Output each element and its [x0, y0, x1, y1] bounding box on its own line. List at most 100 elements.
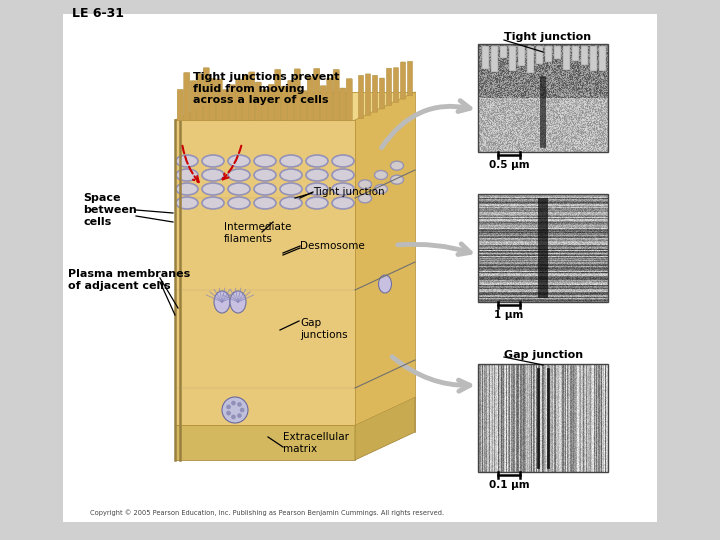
FancyBboxPatch shape [408, 61, 413, 96]
Ellipse shape [359, 180, 372, 189]
FancyBboxPatch shape [288, 80, 294, 121]
FancyBboxPatch shape [197, 74, 203, 121]
Text: 0.1 μm: 0.1 μm [489, 480, 529, 490]
Ellipse shape [306, 197, 328, 209]
Circle shape [231, 415, 235, 420]
Text: Extracellular
matrix: Extracellular matrix [283, 432, 349, 454]
Ellipse shape [254, 197, 276, 209]
FancyBboxPatch shape [63, 14, 657, 522]
Polygon shape [355, 397, 415, 460]
Bar [563, 46, 570, 70]
FancyBboxPatch shape [387, 68, 392, 106]
FancyBboxPatch shape [333, 69, 339, 121]
FancyBboxPatch shape [400, 62, 405, 99]
Text: Intermediate
filaments: Intermediate filaments [224, 222, 292, 244]
Ellipse shape [254, 169, 276, 181]
FancyBboxPatch shape [216, 79, 222, 121]
Circle shape [226, 411, 231, 415]
Bar [478, 44, 608, 152]
Ellipse shape [280, 155, 302, 167]
Bar [509, 46, 516, 71]
Text: Gap
junctions: Gap junctions [300, 318, 348, 340]
FancyBboxPatch shape [177, 89, 184, 121]
FancyBboxPatch shape [294, 69, 300, 121]
FancyBboxPatch shape [222, 90, 229, 121]
Polygon shape [175, 92, 415, 120]
FancyBboxPatch shape [275, 69, 281, 121]
FancyBboxPatch shape [255, 82, 261, 121]
Ellipse shape [280, 183, 302, 195]
FancyBboxPatch shape [203, 68, 210, 121]
FancyBboxPatch shape [365, 74, 371, 116]
FancyBboxPatch shape [235, 79, 242, 121]
FancyBboxPatch shape [320, 86, 326, 121]
Ellipse shape [176, 155, 198, 167]
Ellipse shape [379, 275, 392, 293]
FancyBboxPatch shape [184, 72, 190, 121]
Text: Space
between
cells: Space between cells [83, 193, 137, 227]
Ellipse shape [332, 183, 354, 195]
Ellipse shape [228, 183, 250, 195]
Ellipse shape [390, 161, 403, 170]
Ellipse shape [228, 197, 250, 209]
FancyBboxPatch shape [359, 75, 364, 119]
Bar [478, 364, 608, 472]
Ellipse shape [306, 169, 328, 181]
Text: Copyright © 2005 Pearson Education, Inc. Publishing as Pearson Benjamin Cummings: Copyright © 2005 Pearson Education, Inc.… [90, 510, 444, 516]
FancyBboxPatch shape [340, 88, 346, 121]
Circle shape [226, 404, 231, 409]
Ellipse shape [332, 155, 354, 167]
Ellipse shape [332, 169, 354, 181]
FancyBboxPatch shape [393, 68, 399, 103]
Ellipse shape [228, 155, 250, 167]
Circle shape [240, 408, 245, 413]
FancyBboxPatch shape [307, 77, 313, 121]
FancyBboxPatch shape [314, 69, 320, 121]
Text: Desmosome: Desmosome [300, 241, 365, 251]
FancyBboxPatch shape [242, 75, 248, 121]
Bar [527, 46, 534, 73]
FancyBboxPatch shape [229, 85, 235, 121]
Bar [545, 46, 552, 62]
Bar [554, 46, 561, 59]
FancyBboxPatch shape [282, 86, 287, 121]
Ellipse shape [214, 291, 230, 313]
Ellipse shape [176, 169, 198, 181]
Ellipse shape [176, 183, 198, 195]
Bar [491, 46, 498, 72]
Ellipse shape [202, 155, 224, 167]
Polygon shape [175, 397, 415, 425]
Bar [536, 46, 543, 64]
Ellipse shape [254, 155, 276, 167]
FancyBboxPatch shape [268, 84, 274, 121]
Ellipse shape [176, 197, 198, 209]
Ellipse shape [390, 175, 403, 184]
Bar [581, 46, 588, 65]
Bar [482, 46, 489, 69]
Polygon shape [355, 92, 415, 425]
FancyBboxPatch shape [301, 91, 307, 121]
Polygon shape [175, 425, 355, 460]
Bar [500, 46, 507, 58]
Bar [572, 46, 579, 61]
Text: 1 μm: 1 μm [495, 310, 523, 320]
Ellipse shape [332, 197, 354, 209]
Bar [599, 46, 606, 71]
Ellipse shape [230, 291, 246, 313]
Ellipse shape [202, 169, 224, 181]
Text: 0.5 μm: 0.5 μm [489, 160, 529, 170]
Text: Gap junction: Gap junction [504, 350, 583, 360]
Text: Tight junction: Tight junction [504, 32, 591, 42]
Ellipse shape [254, 183, 276, 195]
Ellipse shape [228, 169, 250, 181]
Ellipse shape [359, 194, 372, 203]
Text: Tight junctions prevent
fluid from moving
across a layer of cells: Tight junctions prevent fluid from movin… [193, 72, 339, 105]
FancyBboxPatch shape [248, 72, 255, 121]
Bar [518, 46, 525, 66]
FancyBboxPatch shape [210, 78, 216, 121]
Ellipse shape [306, 155, 328, 167]
Circle shape [237, 402, 242, 407]
FancyBboxPatch shape [261, 90, 268, 121]
Ellipse shape [202, 183, 224, 195]
Ellipse shape [280, 197, 302, 209]
